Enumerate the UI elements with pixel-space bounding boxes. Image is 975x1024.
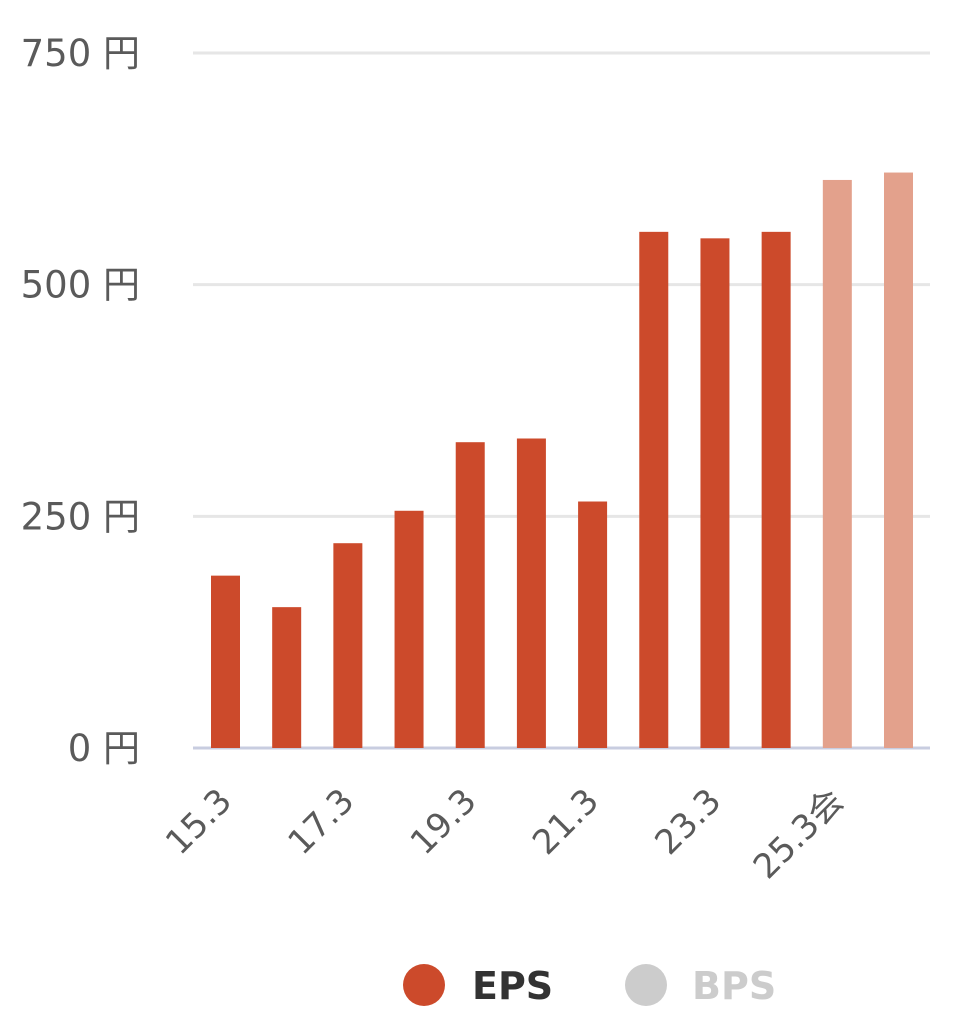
x-tick-label: 21.3 bbox=[525, 781, 607, 863]
x-tick-label: 17.3 bbox=[280, 781, 362, 863]
legend-label: EPS bbox=[472, 964, 553, 1008]
legend-marker bbox=[625, 964, 667, 1006]
x-tick-label: 15.3 bbox=[158, 781, 240, 863]
x-tick-label: 19.3 bbox=[403, 781, 485, 863]
bar[interactable] bbox=[700, 238, 730, 749]
bar[interactable] bbox=[394, 510, 424, 748]
y-axis-ticks: 0 円 250 円 500 円 750 円 bbox=[21, 32, 140, 770]
bar[interactable] bbox=[761, 231, 791, 748]
grid-lines bbox=[193, 51, 930, 750]
legend-item-bps[interactable]: BPS bbox=[625, 964, 776, 1008]
legend: EPS BPS bbox=[403, 964, 776, 1008]
bar[interactable] bbox=[639, 231, 669, 748]
bar[interactable] bbox=[455, 442, 485, 748]
bar[interactable] bbox=[211, 575, 240, 748]
x-axis-ticks: 15.3 17.3 19.3 21.3 23.3 25.3会 bbox=[158, 781, 852, 887]
bar-forecast[interactable] bbox=[884, 172, 913, 749]
legend-marker bbox=[403, 964, 445, 1006]
bar[interactable] bbox=[516, 438, 546, 748]
x-tick-label: 25.3会 bbox=[746, 781, 852, 887]
bars bbox=[211, 172, 913, 749]
bar-forecast[interactable] bbox=[822, 179, 852, 748]
bar[interactable] bbox=[578, 501, 608, 748]
y-tick-label: 250 円 bbox=[21, 495, 140, 538]
bar[interactable] bbox=[272, 607, 302, 748]
x-tick-label: 23.3 bbox=[648, 781, 730, 863]
y-tick-label: 500 円 bbox=[21, 264, 140, 307]
legend-item-eps[interactable]: EPS bbox=[403, 964, 553, 1008]
y-tick-label: 0 円 bbox=[68, 727, 140, 770]
y-tick-label: 750 円 bbox=[21, 32, 140, 75]
legend-label: BPS bbox=[692, 964, 776, 1008]
bar[interactable] bbox=[333, 543, 363, 748]
